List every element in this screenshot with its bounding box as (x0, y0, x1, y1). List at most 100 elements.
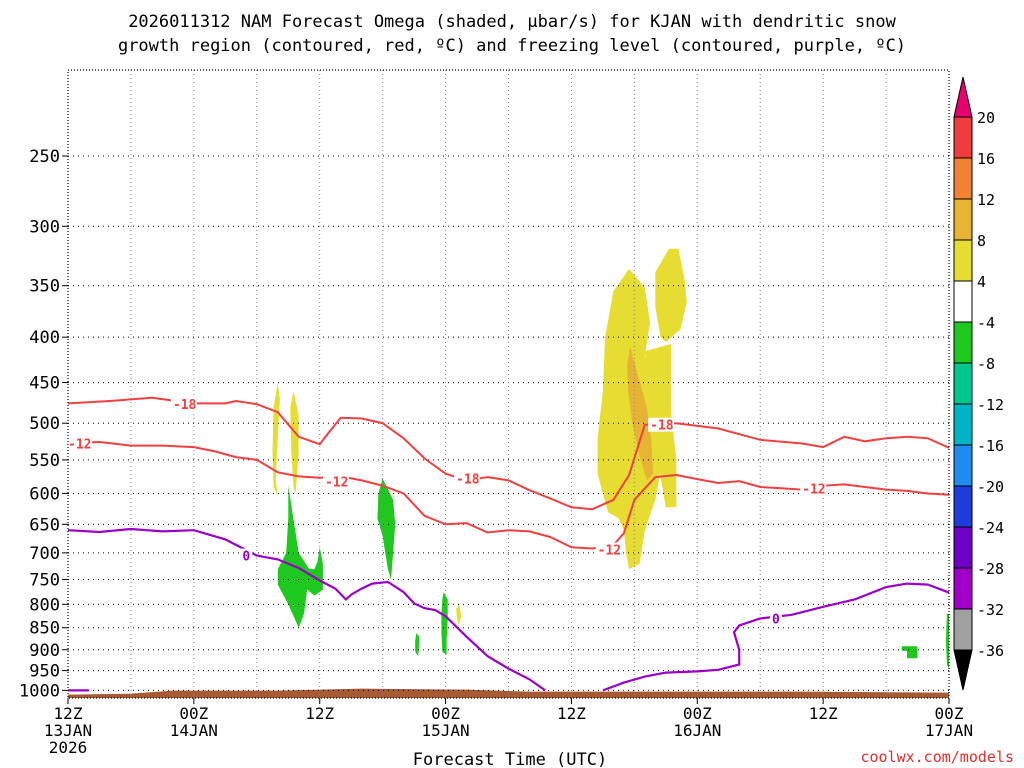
x-tick-label-36-0: 00Z (431, 704, 460, 723)
x-tick-label-84-0: 00Z (935, 704, 964, 723)
colorbar-box-9 (953, 485, 973, 528)
x-tick-label-84-1: 17JAN (925, 721, 973, 740)
colorbar-label-0: 20 (977, 109, 995, 127)
y-tick-label-500: 500 (29, 414, 60, 434)
colorbar-label-11: -28 (977, 560, 1004, 578)
y-tick-label-300: 300 (29, 217, 60, 237)
colorbar-box-0 (953, 116, 973, 159)
chart-title-line1: 2026011312 NAM Forecast Omega (shaded, μ… (128, 12, 896, 32)
freezing-level-segment_2 (68, 527, 546, 692)
x-tick-label-36-1: 15JAN (421, 721, 469, 740)
freezing-label-1: 0 (772, 613, 780, 628)
y-tick-label-950: 950 (29, 662, 60, 682)
x-tick-label-0-2: 2026 (49, 738, 88, 757)
x-tick-label-12-1: 14JAN (170, 721, 218, 740)
colorbar-box-12 (953, 608, 973, 651)
x-tick-label-72-0: 12Z (809, 704, 838, 723)
plot-area (68, 70, 949, 698)
isotherm-minus18 (68, 396, 949, 511)
x-tick-label-12-0: 00Z (179, 704, 208, 723)
terrain-polygon (68, 688, 949, 698)
omega-region-1 (655, 248, 687, 342)
omega-region-8 (377, 478, 396, 580)
isotherm-label-bg-0 (170, 397, 197, 412)
isotherm-label-5: -18 (650, 419, 674, 434)
omega-region-0 (597, 268, 666, 570)
freezing-level-segment_3 (602, 582, 949, 692)
y-tick-label-450: 450 (29, 374, 60, 394)
y-tick-label-900: 900 (29, 641, 60, 661)
x-tick-label-60-1: 16JAN (673, 721, 721, 740)
x-tick-label-48-0: 12Z (557, 704, 586, 723)
y-tick-label-750: 750 (29, 570, 60, 590)
y-tick-label-800: 800 (29, 595, 60, 615)
y-tick-label-1000: 1000 (19, 681, 60, 701)
colorbar-label-7: -12 (977, 396, 1004, 414)
isotherm-label-bg-1 (66, 436, 92, 451)
colorbar-label-13: -36 (977, 642, 1004, 660)
colorbar-box-8 (953, 444, 973, 487)
x-axis-label: Forecast Time (UTC) (413, 750, 607, 768)
y-tick-label-650: 650 (29, 515, 60, 535)
colorbar-label-4: 4 (977, 273, 986, 291)
colorbar-label-12: -32 (977, 601, 1004, 619)
x-tick-label-24-0: 12Z (305, 704, 334, 723)
colorbar-label-10: -24 (977, 519, 1004, 537)
omega-region-9 (441, 592, 448, 655)
colorbar-label-8: -16 (977, 437, 1004, 455)
isotherm-label-bg-2 (322, 474, 349, 489)
y-tick-label-850: 850 (29, 619, 60, 639)
y-axis-ticks: 2503003504004505005506006507007508008509… (19, 147, 68, 701)
colorbar-bottom-arrow (953, 649, 973, 691)
colorbar-label-6: -8 (977, 355, 995, 373)
omega-region-10 (415, 633, 420, 657)
isotherm-label-bg-6 (800, 481, 827, 496)
colorbar-label-3: 8 (977, 232, 986, 250)
plot-frame (67, 69, 950, 699)
terrain-fill (68, 688, 949, 698)
omega-region-7 (277, 485, 323, 628)
colorbar-box-3 (953, 239, 973, 282)
y-tick-label-700: 700 (29, 544, 60, 564)
isotherm-label-bg-4 (595, 542, 622, 557)
colorbar-label-1: 16 (977, 150, 995, 168)
colorbar-box-6 (953, 362, 973, 405)
colorbar-label-2: 12 (977, 191, 995, 209)
omega-region-5 (456, 604, 462, 626)
colorbar-label-9: -20 (977, 478, 1004, 496)
colorbar-box-5 (953, 321, 973, 364)
omega-shading (272, 248, 949, 669)
colorbar-top-arrow (953, 76, 973, 118)
colorbar-label-5: -4 (977, 314, 995, 332)
colorbar-box-1 (953, 157, 973, 200)
freezing-label-bg-0 (240, 548, 253, 563)
freezing-label-bg-1 (769, 611, 782, 626)
isotherm-label-4: -12 (598, 544, 621, 559)
chart-title-line2: growth region (contoured, red, ºC) and f… (118, 36, 906, 56)
isotherm-label-1: -12 (68, 437, 91, 452)
x-tick-label-60-0: 00Z (683, 704, 712, 723)
isotherm-label-6: -12 (802, 482, 825, 497)
y-tick-label-550: 550 (29, 451, 60, 471)
watermark: coolwx.com/models (860, 748, 1014, 766)
colorbar-box-11 (953, 567, 973, 610)
grid-lines (68, 70, 949, 698)
colorbar-box-2 (953, 198, 973, 241)
colorbar-box-4 (953, 280, 973, 323)
freezing-label-0: 0 (242, 550, 250, 565)
isotherm-label-bg-3 (454, 471, 481, 486)
isotherm-label-2: -12 (325, 476, 348, 491)
colorbar-box-10 (953, 526, 973, 569)
x-tick-label-0-1: 13JAN (44, 721, 92, 740)
y-tick-label-350: 350 (29, 277, 60, 297)
isotherm-label-bg-5 (648, 417, 675, 432)
omega-region-4 (290, 391, 299, 494)
omega-region-6 (627, 346, 654, 481)
x-tick-label-0-0: 12Z (54, 704, 83, 723)
y-tick-label-600: 600 (29, 484, 60, 504)
omega-colorbar: 20 16 12 8 4 -4 -8 -12 -16 -20 -24 -28 -32 -36 (953, 76, 1004, 691)
colorbar-box-7 (953, 403, 973, 446)
y-tick-label-400: 400 (29, 328, 60, 348)
